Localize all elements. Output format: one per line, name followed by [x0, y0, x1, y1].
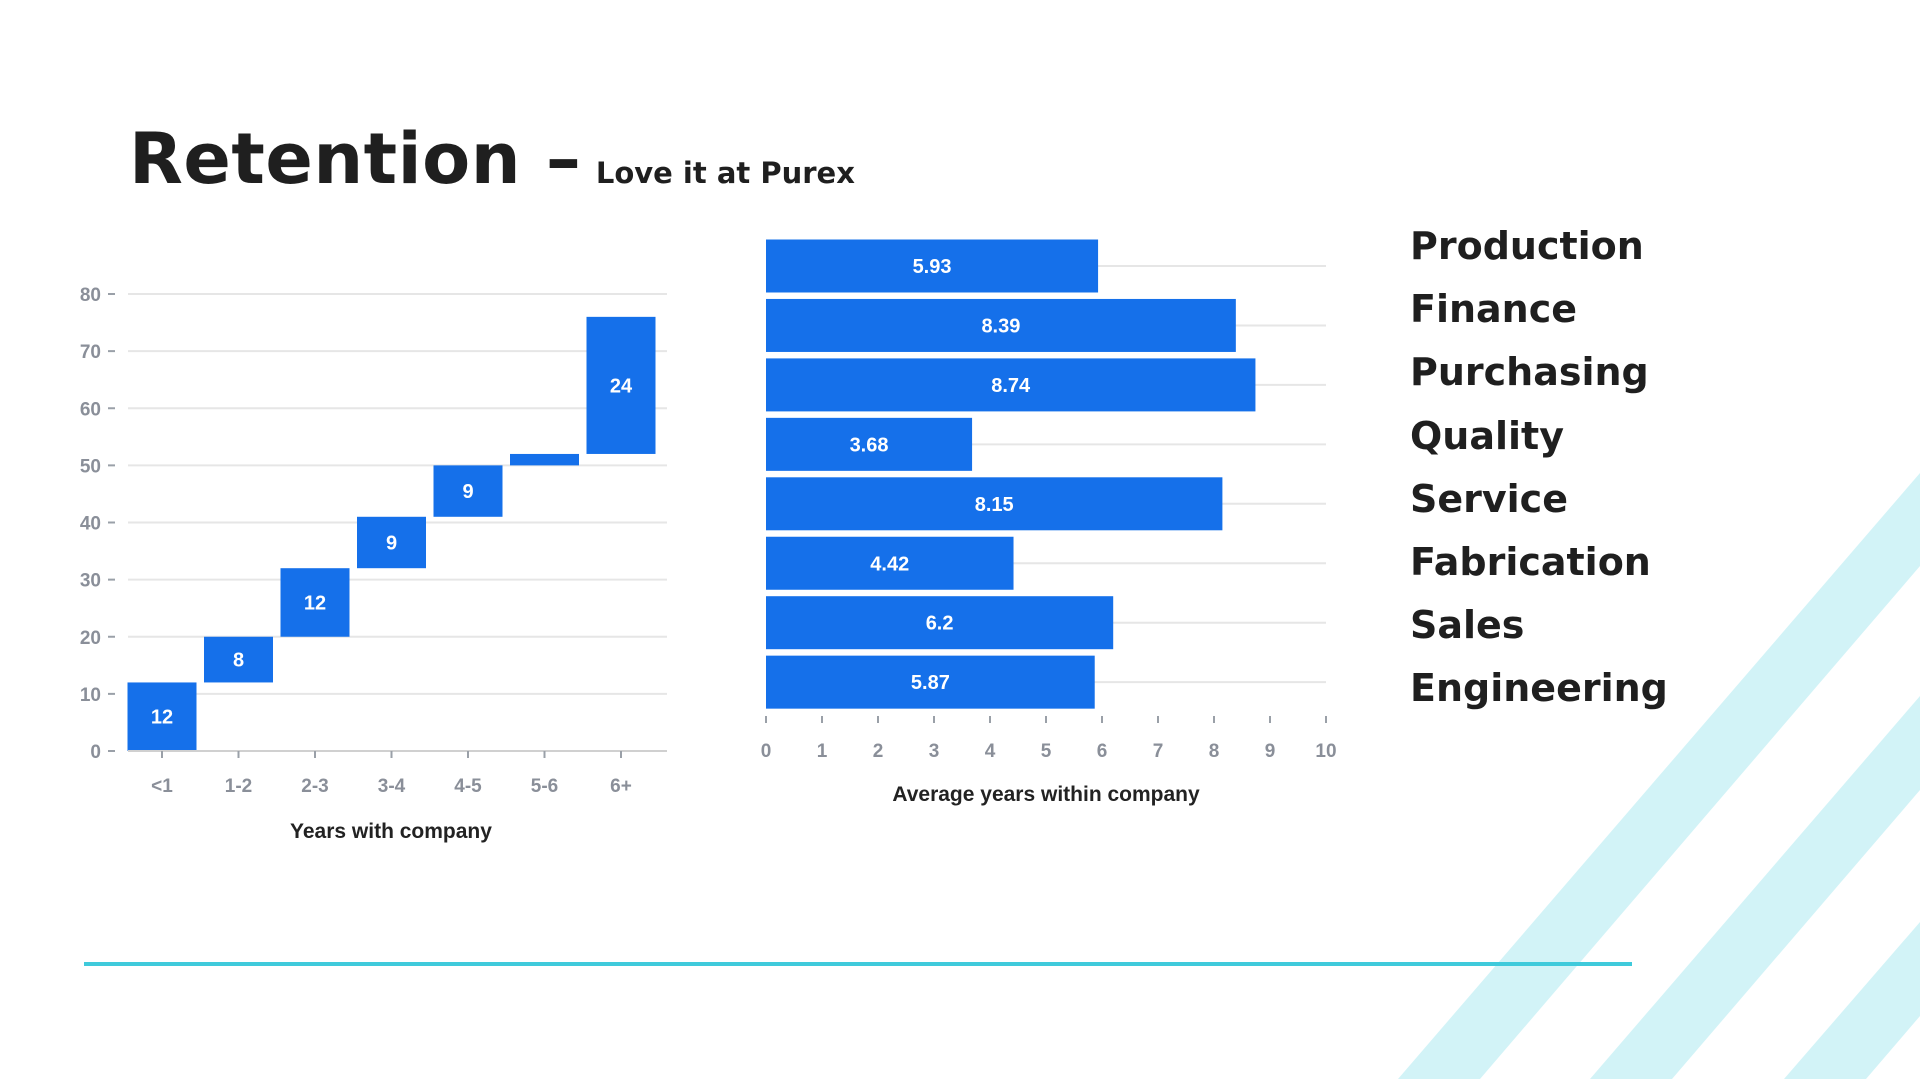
y-tick-label: 0 — [90, 742, 101, 763]
department-list: Production Finance Purchasing Quality Se… — [1410, 218, 1668, 724]
hbar-x-axis-title: Average years within company — [892, 783, 1200, 806]
department-label: Sales — [1410, 603, 1525, 648]
hbar-bar — [766, 655, 1095, 709]
department-label: Quality — [1410, 413, 1564, 458]
waterfall-bar — [433, 465, 503, 517]
waterfall-bar — [510, 453, 579, 466]
accent-divider-line — [84, 962, 1632, 966]
waterfall-chart: 12 8 12 9 9 24 0 10 20 30 40 50 60 70 80 <1 1-2 2-3 3-4 4-… — [80, 285, 667, 843]
bar-data-label: 8.39 — [981, 315, 1020, 337]
waterfall-x-axis-title: Years with company — [290, 820, 492, 843]
waterfall-bar — [204, 636, 273, 683]
stripe-left — [1398, 473, 1920, 1079]
department-label: Purchasing — [1410, 350, 1649, 395]
x-tick-label: 6 — [1097, 741, 1108, 762]
bar-data-label: 12 — [304, 592, 326, 614]
bar-data-label: 12 — [151, 707, 173, 729]
department-label: Production — [1410, 224, 1644, 268]
y-tick-label: 50 — [80, 456, 101, 477]
x-tick-label: 5-6 — [531, 776, 558, 797]
hbar-bar — [766, 477, 1223, 531]
y-tick-label: 80 — [80, 285, 101, 306]
y-tick-label: 60 — [80, 399, 101, 420]
x-tick-label: 9 — [1265, 741, 1276, 762]
department-label: Fabrication — [1410, 539, 1651, 584]
bar-data-label: 24 — [610, 375, 633, 397]
bar-data-label: 9 — [386, 532, 397, 554]
bar-data-label: 8.15 — [975, 494, 1014, 516]
x-tick-label: 3-4 — [378, 776, 406, 797]
hbar-bar — [766, 417, 973, 471]
x-tick-label: 4-5 — [454, 776, 482, 797]
x-tick-label: 7 — [1153, 741, 1164, 762]
y-tick-label: 20 — [80, 628, 101, 649]
hbar-bars: 5.93 8.39 8.74 3.68 8.15 4.42 6.2 5.87 — [766, 239, 1256, 709]
department-label: Finance — [1410, 287, 1578, 332]
x-tick-label: 4 — [985, 741, 996, 762]
horizontal-bar-chart: 5.93 8.39 8.74 3.68 8.15 4.42 6.2 5.87 0 1 2 3 4 5 6 7… — [761, 239, 1337, 806]
x-tick-label: 5 — [1041, 741, 1052, 762]
hbar-bar — [766, 239, 1099, 293]
bar-data-label: 4.42 — [870, 553, 909, 575]
y-tick-label: 30 — [80, 571, 101, 592]
hbar-bar — [766, 596, 1114, 650]
hbar-ticks: 0 1 2 3 4 5 6 7 8 9 10 — [761, 716, 1337, 762]
hbar-bar — [766, 536, 1014, 590]
y-tick-label: 70 — [80, 342, 101, 363]
x-tick-label: 2-3 — [301, 776, 328, 797]
x-tick-label: 0 — [761, 741, 772, 762]
bar-data-label: 5.93 — [913, 256, 952, 278]
waterfall-bar — [127, 682, 197, 751]
x-tick-label: 3 — [929, 741, 940, 762]
y-tick-label: 10 — [80, 685, 101, 706]
waterfall-bars: 12 8 12 9 9 24 — [127, 316, 656, 751]
department-label: Engineering — [1410, 666, 1668, 711]
x-tick-label: 2 — [873, 741, 884, 762]
bar-data-label: 3.68 — [850, 434, 889, 456]
slide-title: Retention – Love it at Purex — [129, 118, 855, 200]
bar-data-label: 9 — [462, 481, 473, 503]
waterfall-ticks: 0 10 20 30 40 50 60 70 80 <1 1-2 2-3 3-4 4-5 5-6 6+ — [80, 285, 667, 797]
page-subtitle: Love it at Purex — [595, 156, 855, 190]
waterfall-bar — [586, 316, 656, 454]
hbar-bar — [766, 298, 1236, 352]
bar-data-label: 8 — [233, 650, 244, 672]
waterfall-bar — [280, 568, 350, 637]
waterfall-bar — [357, 516, 426, 569]
x-tick-label: 8 — [1209, 741, 1220, 762]
bar-data-label: 8.74 — [991, 375, 1031, 397]
page-title: Retention – — [129, 118, 582, 200]
x-tick-label: 6+ — [610, 776, 632, 797]
x-tick-label: <1 — [151, 776, 173, 797]
x-tick-label: 10 — [1315, 741, 1336, 762]
x-tick-label: 1 — [817, 741, 828, 762]
y-tick-label: 40 — [80, 514, 101, 535]
hbar-bar — [766, 358, 1256, 412]
stripe-right — [1784, 922, 1920, 1079]
department-label: Service — [1410, 476, 1568, 521]
bar-data-label: 5.87 — [911, 672, 950, 694]
stripe-middle — [1590, 696, 1920, 1079]
bar-data-label: 6.2 — [926, 613, 954, 635]
x-tick-label: 1-2 — [225, 776, 252, 797]
